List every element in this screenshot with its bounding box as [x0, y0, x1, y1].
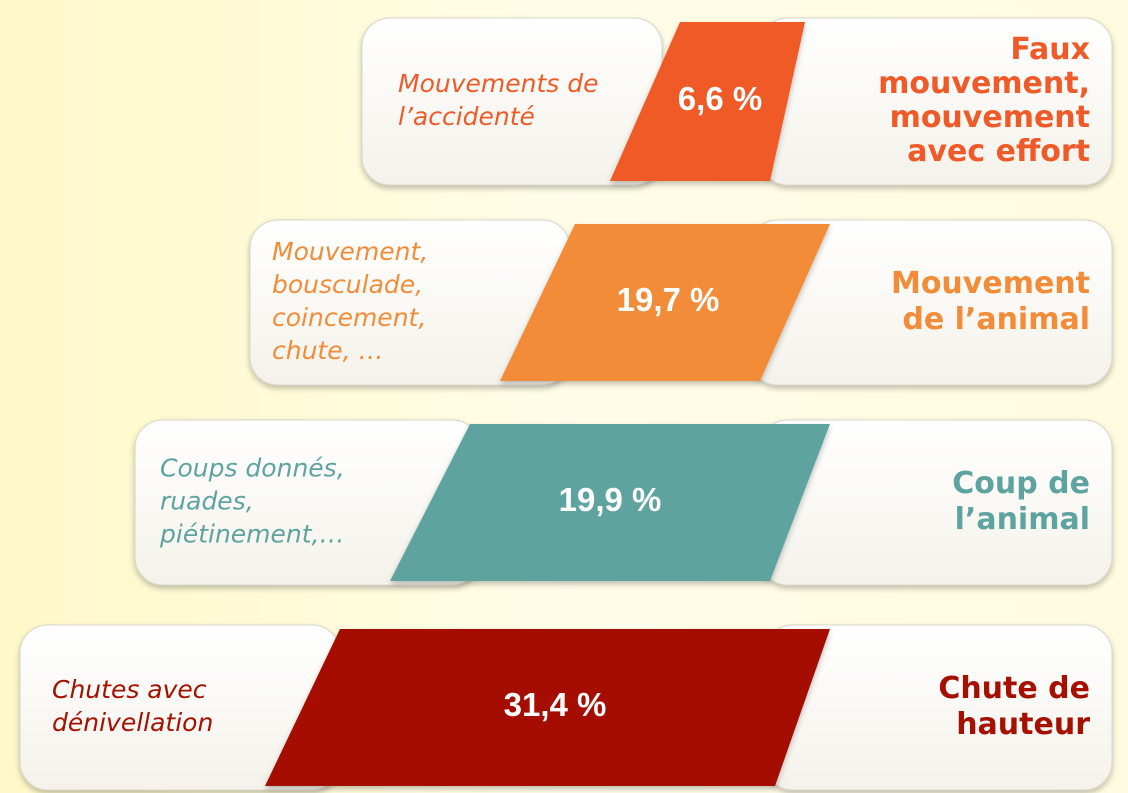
description-line: piétinement,…	[159, 520, 345, 549]
category-line: Faux	[1010, 32, 1090, 67]
category-line: Mouvement	[891, 266, 1090, 301]
category-line: mouvement,	[878, 66, 1090, 101]
description-line: dénivellation	[52, 708, 213, 737]
percent-band	[265, 629, 830, 786]
percent-band	[610, 22, 805, 181]
category-line: de l’animal	[902, 302, 1090, 337]
description-line: ruades,	[160, 487, 254, 516]
category-line: hauteur	[956, 707, 1090, 742]
category-line: l’animal	[955, 502, 1090, 537]
rows: 6,6 %Mouvements del’accidentéFauxmouveme…	[19, 17, 1113, 791]
category-line: avec effort	[907, 134, 1090, 169]
percent-band	[500, 224, 830, 381]
description-line: Coups donnés,	[160, 454, 345, 483]
percent-label: 19,9 %	[559, 481, 662, 518]
category-line: Chute de	[938, 671, 1090, 706]
category-line: Coup de	[952, 466, 1090, 501]
description-line: Chutes avec	[52, 675, 207, 704]
percent-label: 6,6 %	[678, 80, 762, 117]
percent-label: 31,4 %	[504, 686, 607, 723]
description-line: chute, …	[272, 336, 384, 365]
description-line: Mouvement,	[272, 237, 428, 266]
percent-band	[390, 424, 830, 581]
percent-label: 19,7 %	[617, 281, 720, 318]
description-line: Mouvements de	[398, 69, 599, 98]
description-line: bousculade,	[272, 270, 423, 299]
description-line: l’accidenté	[398, 102, 535, 131]
description-line: coincement,	[272, 303, 426, 332]
category-line: mouvement	[890, 100, 1090, 135]
